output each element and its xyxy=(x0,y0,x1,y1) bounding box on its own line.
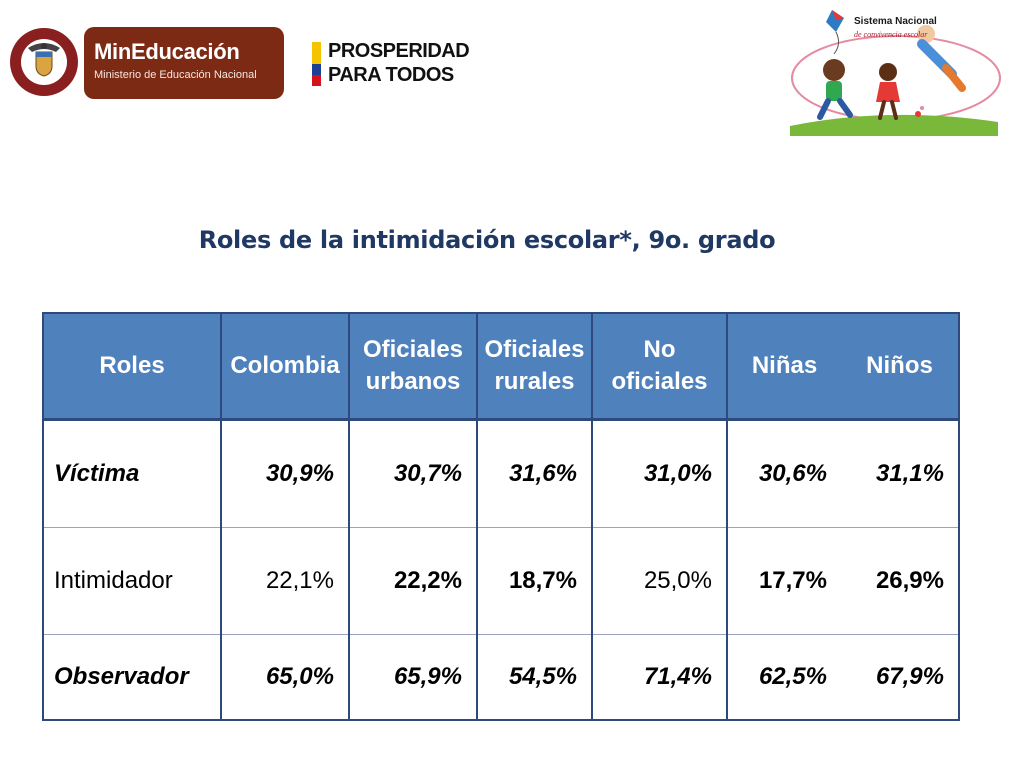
table-cell: 31,1% xyxy=(841,419,959,528)
table-row-victima: Víctima 30,9% 30,7% 31,6% 31,0% 30,6% 31… xyxy=(42,419,959,528)
colombia-coat-of-arms-logo xyxy=(8,26,80,98)
table-cell: 71,4% xyxy=(591,634,727,720)
sistema-logo-subtitle: de convivencia escolar xyxy=(854,30,928,39)
table-cell: 67,9% xyxy=(875,663,944,690)
role-label: Intimidador xyxy=(42,527,221,635)
table-header-row: Roles Colombia Oficiales urbanos Oficial… xyxy=(42,313,959,421)
prosperidad-para-todos-logo: PROSPERIDAD PARA TODOS xyxy=(312,40,502,92)
children-playing-illustration xyxy=(790,10,1001,136)
table-row-observador: Observador 65,0% 65,9% 54,5% 71,4% 62,5%… xyxy=(42,634,959,720)
table-cell: 30,6% xyxy=(726,419,841,528)
table-cell: 65,0% xyxy=(220,634,349,720)
table-cell: 62,5% xyxy=(726,634,841,720)
table-cell: 22,2% xyxy=(348,527,477,635)
colombia-flag-icon xyxy=(312,42,321,86)
table-cell: 65,9% xyxy=(348,634,477,720)
table-cell: 31,6% xyxy=(476,419,592,528)
prosperidad-logo-line1: PROSPERIDAD xyxy=(328,40,470,62)
header-roles: Roles xyxy=(42,313,221,421)
table-row-intimidador: Intimidador 22,1% 22,2% 18,7% 25,0% 17,7… xyxy=(42,527,959,635)
table-cell: 30,7% xyxy=(348,419,477,528)
sistema-logo-title: Sistema Nacional xyxy=(854,16,937,27)
table-cell: 54,5% xyxy=(476,634,592,720)
bullying-roles-table: Roles Colombia Oficiales urbanos Oficial… xyxy=(42,312,960,721)
table-cell: 31,0% xyxy=(591,419,727,528)
mineducacion-logo: MinEducación Ministerio de Educación Nac… xyxy=(84,27,284,99)
header-ninos: Niños xyxy=(841,313,959,421)
prosperidad-logo-line2: PARA TODOS xyxy=(328,64,454,86)
table-cell: 26,9% xyxy=(841,527,959,635)
coat-of-arms-icon xyxy=(10,28,78,96)
table-cell: 30,9% xyxy=(220,419,349,528)
sistema-nacional-convivencia-logo: Sistema Nacional de convivencia escolar xyxy=(786,4,1002,136)
table-cell: 22,1% xyxy=(220,527,349,635)
role-label: Observador xyxy=(42,634,221,720)
header-no-oficiales: No oficiales xyxy=(591,313,727,421)
header-colombia: Colombia xyxy=(220,313,349,421)
header-ninas: Niñas xyxy=(726,313,841,421)
header-oficiales-urbanos: Oficiales urbanos xyxy=(348,313,477,421)
header-oficiales-rurales: Oficiales rurales xyxy=(476,313,592,421)
mineducacion-logo-subtitle: Ministerio de Educación Nacional xyxy=(94,69,257,81)
table-cell: 25,0% xyxy=(591,527,727,635)
table-cell: 18,7% xyxy=(476,527,592,635)
table-cell: 17,7% xyxy=(726,527,841,635)
mineducacion-logo-title: MinEducación xyxy=(94,39,240,64)
role-label: Víctima xyxy=(42,419,221,528)
slide-title: Roles de la intimidación escolar*, 9o. g… xyxy=(198,226,776,254)
